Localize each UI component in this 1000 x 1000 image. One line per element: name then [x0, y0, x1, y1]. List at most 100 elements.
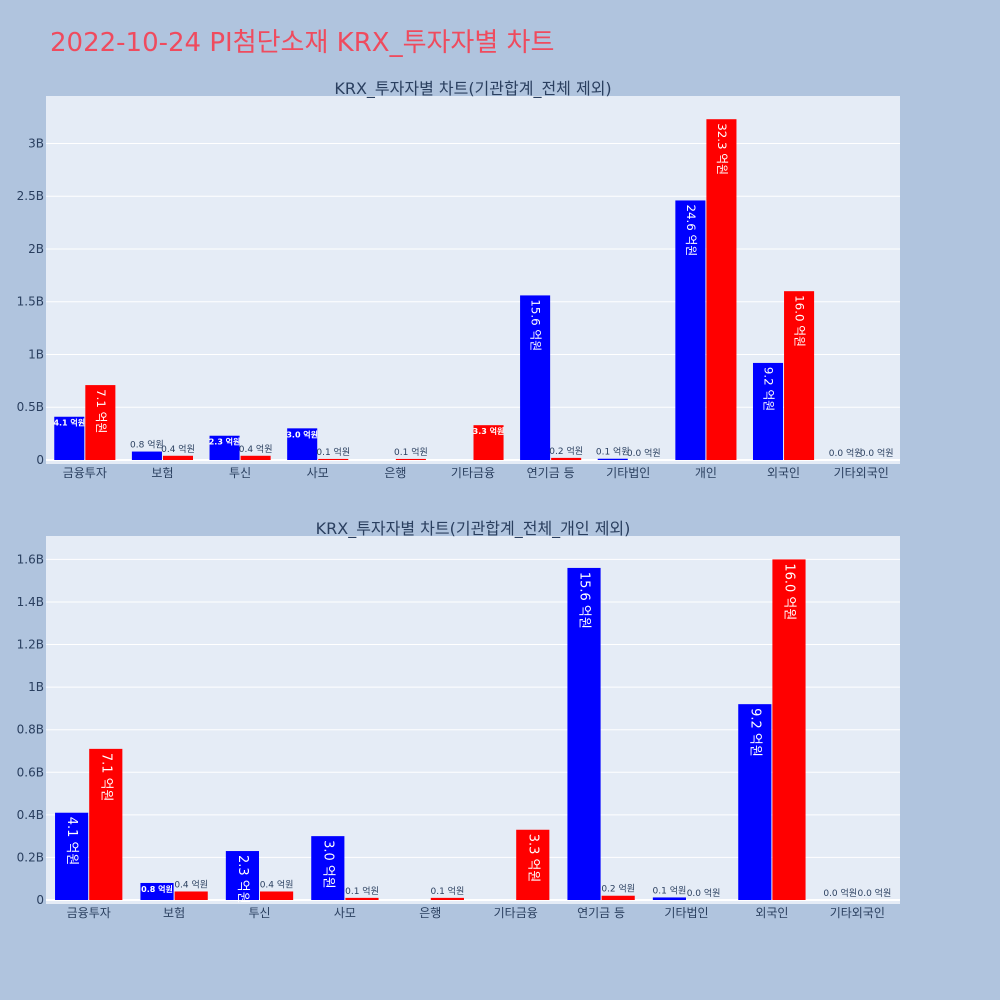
- y-tick-label: 0.6B: [17, 765, 44, 779]
- chart-1: 0 0.5B 1B 1.5B 2B 2.5B 3B KRX_투자자별 차트(기관합계_전체 제…: [17, 79, 900, 480]
- x-tick-label: 보험: [163, 906, 185, 920]
- data-label: 0.8 억원: [130, 439, 164, 451]
- data-label: 7.1 억원: [94, 389, 108, 433]
- data-label: 0.0 억원: [823, 887, 857, 899]
- bar-series_a: [209, 435, 240, 460]
- y-tick-label: 3B: [28, 136, 44, 150]
- data-label: 0.0 억원: [829, 447, 863, 459]
- bar-series_a: [738, 704, 772, 900]
- x-tick-label: 개인: [695, 466, 717, 480]
- x-tick-label: 기타외국인: [834, 466, 889, 480]
- x-tick-label: 금융투자: [63, 466, 107, 480]
- data-label: 0.4 억원: [161, 443, 195, 455]
- data-label: 9.2 억원: [762, 367, 776, 411]
- bar-series_b: [240, 455, 271, 460]
- data-label: 0.0 억원: [687, 887, 721, 899]
- chart-title: KRX_투자자별 차트(기관합계_전체_개인 제외): [316, 519, 631, 539]
- chart-title: KRX_투자자별 차트(기관합계_전체 제외): [334, 79, 611, 99]
- data-label: 0.2 억원: [601, 883, 635, 895]
- data-label: 3.0 억원: [320, 840, 335, 889]
- data-label: 7.1 억원: [98, 753, 113, 802]
- y-tick-label: 1.5B: [17, 295, 44, 309]
- data-label: 15.6 억원: [529, 299, 543, 351]
- bar-series_b: [318, 458, 349, 460]
- bar-series_b: [260, 891, 294, 900]
- y-tick-label: 2B: [28, 242, 44, 256]
- bar-series_a: [311, 836, 345, 900]
- y-tick-label: 0: [36, 453, 44, 467]
- y-tick-label: 1B: [28, 347, 44, 361]
- bar-series_a: [752, 362, 784, 460]
- bar-series_a: [131, 451, 162, 460]
- bar-series_b: [85, 385, 116, 460]
- bar-series_b: [601, 895, 635, 900]
- page-title: 2022-10-24 PI첨단소재 KRX_투자자별 차트: [50, 28, 555, 58]
- data-label: 0.0 억원: [860, 447, 894, 459]
- bar-series_b: [516, 829, 550, 900]
- bar-series_b: [772, 559, 806, 900]
- data-label: 0.1 억원: [596, 446, 630, 458]
- bar-series_a: [520, 295, 551, 460]
- x-tick-label: 연기금 등: [527, 466, 575, 480]
- data-label: 3.3 억원: [525, 834, 540, 883]
- data-label: 0.4 억원: [239, 443, 273, 455]
- bar-series_a: [652, 897, 686, 900]
- x-tick-label: 은행: [419, 905, 441, 920]
- x-tick-label: 기타법인: [606, 466, 650, 480]
- y-tick-label: 0.5B: [17, 400, 44, 414]
- bar-series_b: [345, 897, 379, 900]
- data-label: 4.1 억원: [53, 418, 85, 428]
- data-label: 3.3 억원: [473, 426, 505, 436]
- data-label: 0.0 억원: [627, 447, 661, 459]
- bar-series_b: [89, 748, 123, 900]
- plot-area: [46, 536, 900, 904]
- y-tick-label: 1.2B: [17, 638, 44, 652]
- chart-2: 0 0.2B 0.4B 0.6B 0.8B 1B 1.2B 1.4B 1.6B KRX_투자자별 …: [17, 519, 900, 920]
- data-label: 0.1 억원: [316, 446, 350, 458]
- data-label: 0.1 억원: [394, 446, 428, 458]
- bar-series_a: [54, 416, 85, 460]
- data-label: 4.1 억원: [64, 817, 79, 866]
- data-label: 24.6 억원: [684, 204, 698, 256]
- y-tick-label: 0.4B: [17, 808, 44, 822]
- data-label: 15.6 억원: [577, 572, 592, 629]
- bar-series_b: [174, 891, 208, 900]
- x-tick-label: 사모: [307, 466, 329, 480]
- data-label: 0.4 억원: [174, 878, 208, 890]
- data-label: 9.2 억원: [747, 708, 762, 757]
- x-tick-label: 외국인: [755, 906, 788, 920]
- data-label: 0.0 억원: [858, 887, 892, 899]
- data-label: 16.0 억원: [793, 295, 807, 347]
- data-label: 0.1 억원: [345, 885, 379, 897]
- data-label: 32.3 억원: [715, 123, 729, 175]
- y-tick-label: 0: [36, 893, 44, 907]
- data-label: 0.1 억원: [653, 884, 687, 896]
- bar-series_b: [430, 897, 464, 900]
- x-tick-label: 외국인: [767, 466, 800, 480]
- y-tick-label: 0.8B: [17, 723, 44, 737]
- data-label: 2.3 억원: [235, 855, 250, 904]
- x-tick-label: 기타금융: [451, 466, 495, 480]
- bar-series_a: [567, 567, 601, 900]
- y-tick-label: 2.5B: [17, 189, 44, 203]
- data-label: 16.0 억원: [781, 563, 796, 620]
- x-tick-label: 투신: [229, 466, 251, 480]
- x-tick-label: 투신: [248, 906, 270, 920]
- bar-series_a: [675, 200, 706, 460]
- data-label: 0.1 억원: [431, 885, 465, 897]
- data-label: 3.0 억원: [286, 429, 318, 439]
- bar-series_b: [395, 458, 426, 460]
- y-tick-label: 1B: [28, 680, 44, 694]
- bar-series_a: [597, 458, 628, 460]
- bar-series_b: [162, 455, 194, 460]
- bar-series_b: [473, 425, 504, 460]
- data-label: 0.2 억원: [549, 445, 583, 457]
- bar-series_a: [287, 428, 318, 460]
- x-tick-label: 보험: [151, 466, 173, 480]
- data-label: 2.3 억원: [209, 437, 241, 447]
- data-label: 0.4 억원: [260, 878, 294, 890]
- y-tick-label: 1.4B: [17, 595, 44, 609]
- bar-series_b: [706, 119, 737, 460]
- bar-series_b: [551, 457, 582, 460]
